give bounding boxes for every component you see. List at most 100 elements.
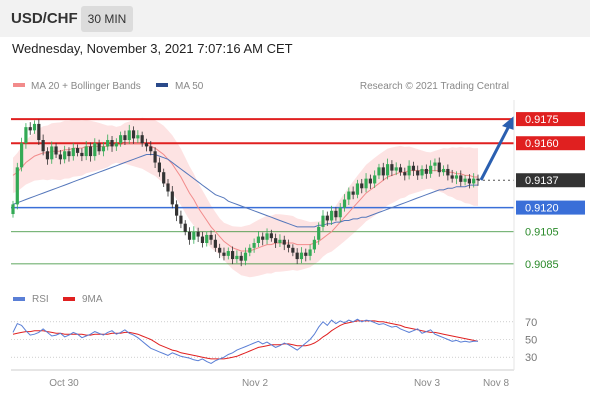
candle-body — [364, 178, 368, 189]
candle-body — [11, 204, 15, 215]
rsi-ma-legend-label: 9MA — [82, 294, 103, 305]
candle-body — [84, 146, 88, 157]
rsi-legend-label: RSI — [32, 294, 49, 305]
candle-body — [170, 191, 174, 205]
candle-body — [454, 175, 459, 179]
candle-body — [373, 175, 377, 184]
candle-body — [411, 165, 416, 171]
candle-body — [424, 168, 428, 174]
candle-body — [192, 231, 196, 240]
candle-body — [235, 255, 239, 260]
interval-button[interactable]: 30 MIN — [81, 6, 133, 32]
candle-body — [205, 234, 209, 243]
candle-body — [54, 146, 58, 155]
candle-body — [295, 252, 299, 260]
candle-body — [360, 183, 364, 189]
credit-label: Research © 2021 Trading Central — [360, 81, 509, 92]
candle-body — [93, 143, 97, 157]
candle-body — [119, 135, 123, 144]
candle-body — [299, 252, 304, 260]
candle-body — [472, 178, 476, 184]
candle-body — [377, 167, 381, 176]
candle-body — [187, 231, 192, 240]
candle-body — [226, 251, 230, 256]
candle-body — [97, 143, 101, 152]
symbol-title: USD/CHF — [11, 10, 78, 27]
candle-body — [41, 140, 45, 152]
candle-body — [131, 130, 136, 139]
candle-body — [286, 244, 291, 248]
candle-body — [101, 146, 106, 152]
candle-body — [248, 247, 252, 253]
candle-body — [398, 167, 403, 173]
x-tick-label: Oct 30 — [49, 378, 79, 389]
candle-body — [394, 167, 398, 171]
candle-body — [385, 164, 390, 176]
candle-body — [80, 152, 84, 157]
candle-body — [351, 191, 355, 195]
forecast-arrow-head — [502, 116, 514, 130]
price-layer: 0.9175 0.9160 0.9137 0.9120 0.9105 0.9085 — [11, 112, 585, 278]
candle-body — [274, 238, 278, 243]
candle-body — [71, 148, 75, 157]
candle-body — [278, 239, 282, 243]
candle-body — [459, 175, 463, 182]
rsi-line — [12, 318, 478, 364]
candle-body — [429, 165, 433, 174]
candle-body — [282, 239, 286, 245]
level-badge-0.9137 — [516, 173, 585, 188]
candle-body — [209, 234, 213, 240]
bollinger-band — [13, 117, 478, 278]
candle-body — [390, 164, 394, 171]
rsi-ma-legend-swatch — [63, 297, 75, 301]
candle-body — [20, 143, 24, 168]
candle-body — [136, 135, 140, 139]
x-tick-label: Nov 2 — [242, 378, 269, 389]
candle-body — [127, 130, 131, 141]
candle-body — [218, 247, 222, 253]
candle-body — [239, 255, 243, 261]
candle-body — [149, 146, 153, 152]
level-label: 0.9175 — [525, 114, 559, 126]
forecast-arrow-shaft — [479, 125, 511, 181]
candle-body — [291, 247, 295, 253]
candle-body — [140, 135, 144, 144]
candle-body — [416, 170, 420, 176]
candle-body — [420, 168, 424, 176]
candle-body — [63, 151, 67, 160]
candle-body — [144, 143, 149, 147]
candle-body — [437, 162, 441, 173]
candle-body — [45, 151, 50, 160]
candle-body — [162, 172, 166, 184]
candle-body — [463, 178, 467, 182]
rsi-legend-swatch — [13, 297, 25, 301]
candle-body — [312, 239, 316, 250]
rsi-tick-label: 50 — [525, 335, 537, 347]
candle-body — [403, 172, 407, 176]
candle-body — [58, 154, 62, 160]
x-tick-label: Nov 3 — [414, 378, 441, 389]
chart-header: USD/CHF 30 MIN — [0, 0, 590, 37]
candle-body — [157, 162, 161, 173]
level-label: 0.9137 — [525, 175, 559, 187]
candle-body — [110, 140, 114, 147]
candle-body — [179, 215, 183, 224]
candle-body — [114, 143, 118, 147]
candle-body — [166, 183, 170, 192]
ma50-legend-label: MA 50 — [175, 81, 204, 92]
candle-body — [15, 167, 19, 205]
candle-body — [256, 236, 261, 243]
candle-body — [37, 123, 41, 141]
candle-body — [222, 252, 226, 256]
level-badge-0.9175 — [516, 112, 585, 127]
candle-body — [321, 215, 325, 227]
candle-body — [347, 191, 351, 200]
candle-body — [407, 165, 411, 176]
candle-body — [381, 167, 385, 176]
candle-body — [338, 207, 342, 218]
level-label: 0.9160 — [525, 138, 559, 150]
x-tick-label: Nov 8 — [483, 378, 510, 389]
level-badge-0.9120 — [516, 200, 585, 215]
candle-body — [252, 242, 256, 248]
